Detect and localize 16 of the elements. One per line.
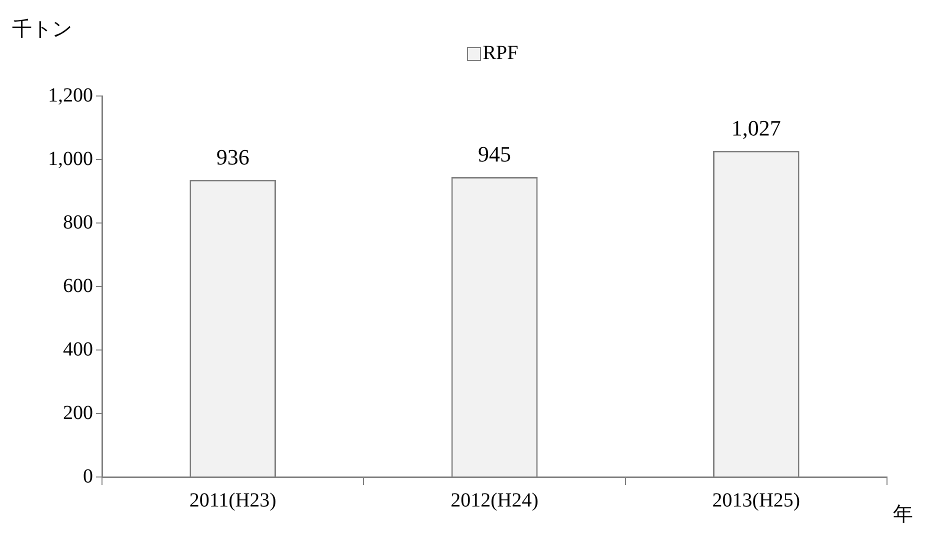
y-tick-label: 600 — [63, 274, 93, 297]
y-tick-label: 400 — [63, 338, 93, 360]
y-tick-label: 0 — [83, 465, 93, 488]
x-axis-title: 年 — [893, 503, 913, 526]
y-tick-label: 200 — [63, 402, 93, 424]
x-tick-label: 2012(H24) — [450, 489, 538, 512]
y-tick-label: 1,200 — [48, 84, 93, 106]
x-tick-label: 2013(H25) — [712, 489, 800, 512]
x-tick-label: 2011(H23) — [189, 489, 276, 512]
data-label: 936 — [216, 144, 250, 170]
data-label: 1,027 — [731, 116, 781, 141]
y-axis-title: 千トン — [12, 18, 72, 40]
data-label: 945 — [478, 142, 511, 167]
text: RPF — [482, 42, 518, 65]
y-tick-label: 800 — [63, 211, 93, 234]
y-tick-label: 1,000 — [48, 148, 93, 170]
